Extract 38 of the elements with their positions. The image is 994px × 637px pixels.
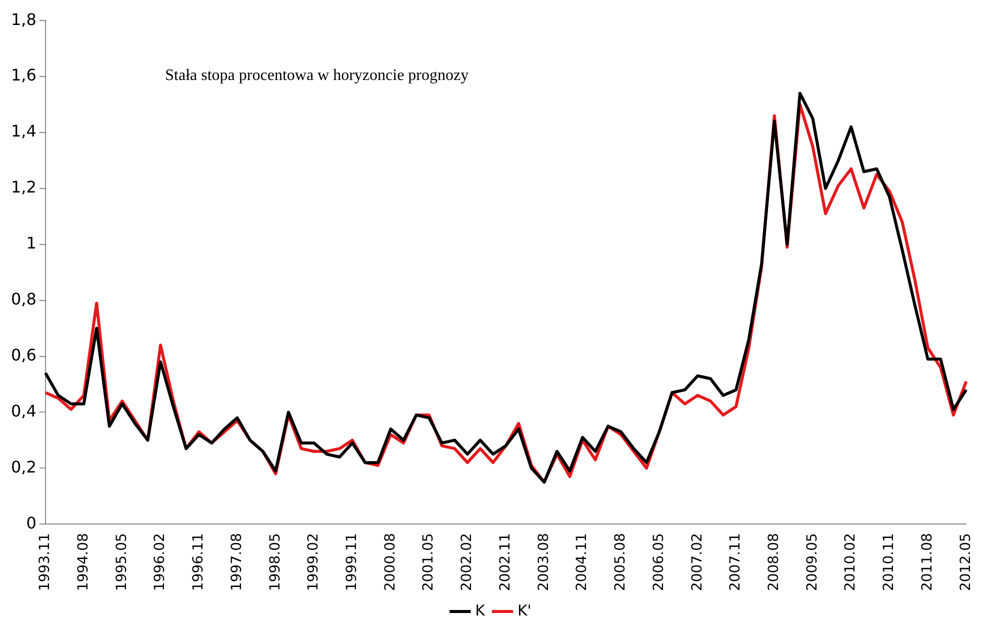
x-tick-label: 2011.08: [919, 533, 936, 592]
x-tick-label: 1993.11: [37, 533, 54, 592]
y-tick-label: 0: [26, 513, 36, 532]
x-tick-label: 2004.11: [574, 533, 590, 592]
y-tick-label: 0,2: [10, 457, 36, 476]
x-tick-label: 1995.05: [114, 533, 130, 592]
annotation: Stała stopa procentowa w horyzoncie prognozy: [165, 66, 469, 84]
x-tick-label: 1999.02: [306, 533, 322, 592]
legend-label: K: [475, 601, 486, 620]
x-tick-label: 2007.02: [689, 533, 706, 592]
x-tick-label: 2010.11: [881, 533, 898, 592]
x-tick-label: 2001.05: [420, 533, 437, 592]
x-tick-label: 2006.05: [650, 533, 667, 592]
x-tick-label: 1996.11: [190, 533, 207, 592]
y-tick-label: 0,6: [10, 345, 36, 364]
x-tick-label: 1996.02: [152, 533, 168, 592]
x-tick-label: 2012.05: [958, 533, 974, 592]
y-tick-label: 1,6: [10, 66, 36, 85]
x-tick-label: 2007.11: [728, 533, 744, 592]
x-tick-label: 1999.11: [344, 533, 360, 592]
x-tick-label: 2009.05: [804, 533, 820, 592]
x-tick-label: 2002.02: [459, 533, 476, 592]
x-tick-label: 2005.08: [612, 533, 629, 592]
y-tick-label: 0,4: [10, 401, 36, 420]
y-tick-label: 1,4: [10, 122, 36, 141]
x-tick-label: 1998.05: [267, 533, 284, 592]
x-tick-label: 2008.08: [766, 533, 782, 592]
y-tick-label: 1,2: [10, 178, 36, 197]
y-tick-label: 0,8: [10, 289, 36, 308]
y-tick-label: 1: [26, 234, 36, 253]
legend-label: K': [517, 601, 532, 620]
x-tick-label: 1994.08: [75, 533, 92, 592]
x-tick-label: 2002.11: [497, 533, 514, 592]
y-tick-label: 1,8: [10, 10, 36, 29]
x-tick-label: 2003.08: [536, 533, 552, 592]
x-tick-label: 2010.02: [842, 533, 859, 592]
x-tick-label: 2000.08: [382, 533, 398, 592]
x-tick-label: 1997.08: [228, 533, 245, 592]
